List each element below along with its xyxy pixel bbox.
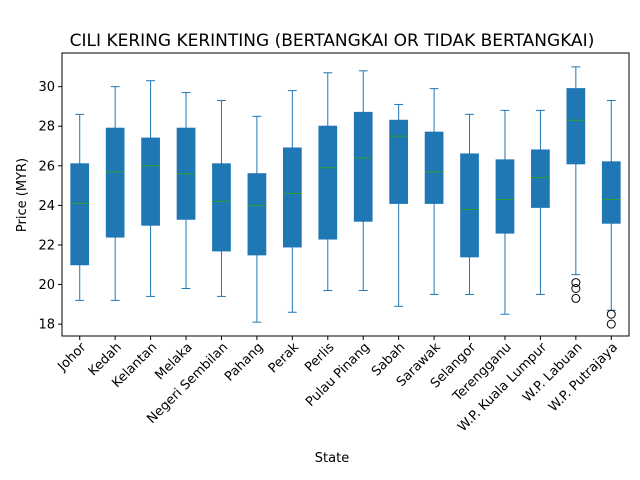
box-group	[318, 72, 338, 291]
y-tick-label: 18	[38, 318, 55, 333]
box-group	[141, 80, 160, 297]
box-group	[460, 113, 479, 295]
outlier-point	[571, 278, 581, 288]
x-tick-label: Perak	[266, 340, 303, 377]
outlier-point	[571, 293, 581, 303]
box-iqr	[70, 163, 90, 266]
box-group	[531, 109, 550, 295]
box-iqr	[318, 125, 338, 240]
box-iqr	[495, 159, 515, 234]
x-tick-label: Johor	[54, 340, 89, 375]
y-tick-label: 20	[38, 278, 55, 293]
box-group	[389, 103, 409, 307]
y-tick-label: 24	[38, 199, 55, 214]
x-tick-label: Pahang	[222, 340, 266, 384]
box-group	[495, 109, 515, 315]
x-axis-label: State	[315, 451, 349, 466]
y-tick-label: 26	[38, 159, 55, 174]
box-iqr	[353, 111, 373, 222]
box-group	[176, 92, 196, 290]
box-iqr	[389, 119, 409, 204]
box-group	[212, 99, 231, 297]
y-axis-label: Price (MYR)	[15, 158, 30, 232]
box-iqr	[141, 137, 160, 226]
box-iqr	[531, 149, 550, 208]
box-iqr	[424, 131, 444, 204]
plot-area-frame	[61, 52, 630, 337]
y-tick-label: 30	[38, 80, 55, 95]
box-iqr	[105, 127, 125, 238]
box-iqr	[282, 147, 302, 248]
box-group	[247, 115, 267, 323]
x-tick-label: Pulau Pinang	[303, 340, 373, 410]
outlier-point	[606, 309, 616, 319]
y-tick-label: 28	[38, 120, 55, 135]
outlier-point	[606, 319, 616, 329]
box-iqr	[601, 161, 621, 224]
box-iqr	[460, 153, 479, 258]
box-group	[70, 113, 90, 301]
y-tick-label: 22	[38, 238, 55, 253]
box-group	[105, 86, 125, 301]
box-group	[353, 70, 373, 291]
box-iqr	[247, 173, 267, 256]
box-group	[424, 88, 444, 295]
chart-title: CILI KERING KERINTING (BERTANGKAI OR TID…	[70, 31, 595, 51]
box-group	[566, 66, 586, 303]
box-iqr	[212, 163, 231, 252]
box-iqr	[566, 88, 586, 165]
outlier-point	[571, 284, 581, 294]
box-group	[601, 99, 621, 329]
box-group	[282, 90, 302, 313]
